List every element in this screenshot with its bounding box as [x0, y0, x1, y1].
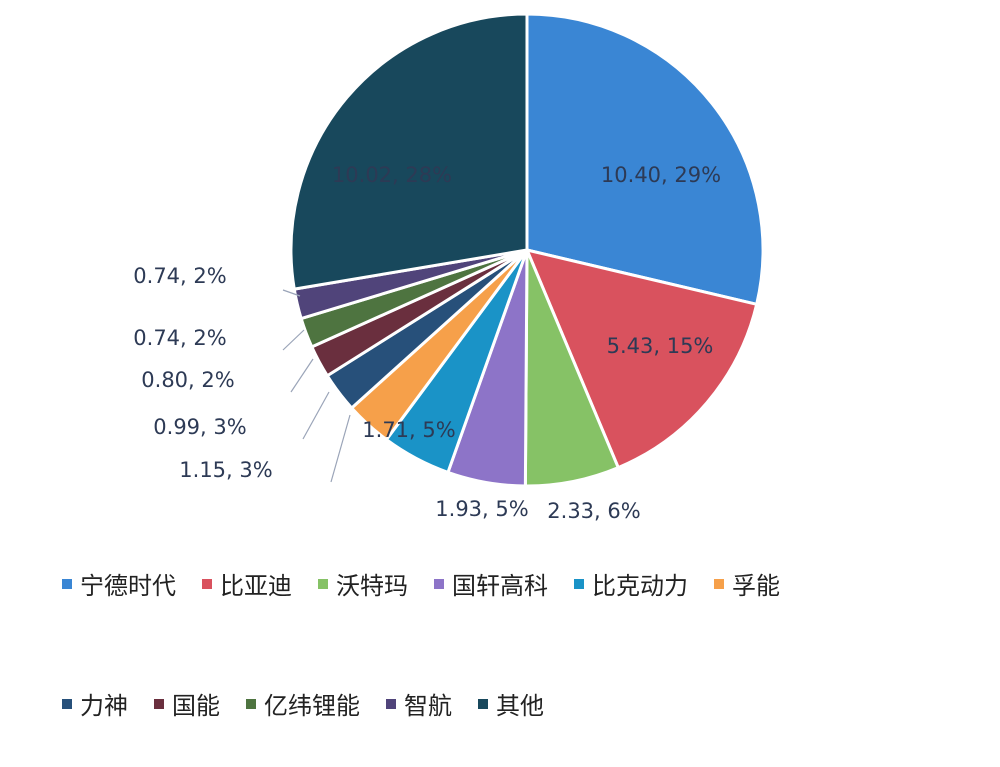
legend-label: 孚能 [732, 572, 780, 600]
pie-slice [525, 12, 765, 307]
data-label: 0.99, 3% [153, 415, 246, 439]
legend-swatch [62, 698, 72, 709]
legend-item: 国轩高科 [434, 566, 548, 601]
data-label: 0.80, 2% [141, 368, 234, 392]
legend-item: 国能 [154, 686, 220, 721]
legend-item: 其他 [478, 686, 544, 721]
data-label: 5.43, 15% [607, 334, 714, 358]
legend-label: 亿纬锂能 [264, 692, 360, 720]
legend-row: 宁德时代 比亚迪 沃特玛 国轩高科 比克动力 孚能 [62, 566, 806, 601]
data-label: 0.74, 2% [133, 326, 226, 350]
leader-line [290, 358, 314, 393]
legend-swatch [154, 698, 164, 709]
data-label: 1.71, 5% [362, 418, 455, 442]
data-label: 10.02, 28% [332, 163, 452, 187]
legend-item: 宁德时代 [62, 566, 176, 601]
legend-swatch [478, 698, 488, 709]
legend-item: 比克动力 [574, 566, 688, 601]
legend-swatch [386, 698, 396, 709]
data-label: 2.33, 6% [547, 499, 640, 523]
legend-item: 智航 [386, 686, 452, 721]
data-label: 1.15, 3% [179, 458, 272, 482]
legend-label: 宁德时代 [80, 572, 176, 600]
pie-chart-plot: 10.40, 29% 5.43, 15% 2.33, 6% 1.93, 5% 1.71,… [133, 12, 765, 523]
legend-item: 比亚迪 [202, 566, 292, 601]
legend-swatch [574, 578, 584, 589]
leader-line [330, 414, 351, 483]
leader-line [282, 289, 301, 297]
data-label: 10.40, 29% [601, 163, 721, 187]
data-label: 1.93, 5% [435, 497, 528, 521]
pie-slice [289, 12, 529, 291]
pie-slice [524, 247, 759, 470]
legend-label: 比克动力 [592, 572, 688, 600]
legend-swatch [62, 578, 72, 589]
leader-line [302, 391, 330, 440]
legend-swatch [246, 698, 256, 709]
legend-row: 力神 国能 亿纬锂能 智航 其他 [62, 686, 570, 721]
legend-label: 力神 [80, 692, 128, 720]
legend-swatch [202, 578, 212, 589]
legend-item: 孚能 [714, 566, 780, 601]
legend-label: 国能 [172, 692, 220, 720]
legend-label: 其他 [496, 692, 544, 720]
legend-item: 沃特玛 [318, 566, 408, 601]
legend-item: 亿纬锂能 [246, 686, 360, 721]
legend-label: 国轩高科 [452, 572, 548, 600]
legend-label: 智航 [404, 692, 452, 720]
legend-swatch [714, 578, 724, 589]
legend-item: 力神 [62, 686, 128, 721]
data-label: 0.74, 2% [133, 264, 226, 288]
legend-label: 沃特玛 [336, 572, 408, 600]
legend-swatch [318, 578, 328, 589]
legend-label: 比亚迪 [220, 572, 292, 600]
legend-swatch [434, 578, 444, 589]
leader-line [282, 329, 305, 351]
